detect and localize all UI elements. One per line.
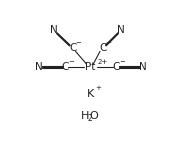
Text: N: N (50, 25, 58, 35)
Text: −: − (119, 59, 125, 65)
Text: O: O (89, 111, 98, 121)
Text: N: N (35, 62, 43, 72)
Text: 2+: 2+ (98, 59, 108, 65)
Text: +: + (95, 85, 101, 91)
Text: −: − (75, 40, 81, 46)
Text: C: C (99, 43, 107, 53)
Text: C: C (69, 43, 76, 53)
Text: N: N (139, 62, 147, 72)
Text: 2: 2 (87, 114, 92, 123)
Text: H: H (81, 111, 90, 121)
Text: −: − (106, 40, 111, 46)
Text: K: K (87, 89, 94, 99)
Text: −: − (68, 59, 74, 65)
Text: C: C (112, 62, 120, 72)
Text: C: C (62, 62, 69, 72)
Text: N: N (117, 25, 125, 35)
Text: Pt: Pt (85, 62, 95, 72)
